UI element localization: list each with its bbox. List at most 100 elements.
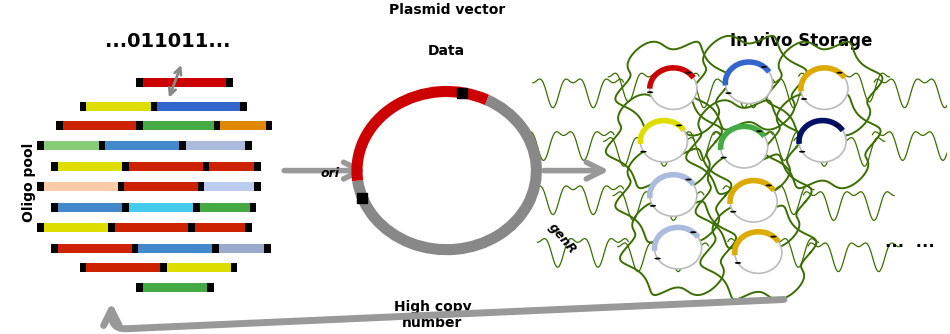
Bar [192,223,248,232]
Bar [137,283,143,292]
Ellipse shape [799,121,846,162]
Bar [255,162,261,171]
Bar [41,141,102,150]
Bar [135,244,216,253]
Text: Data: Data [428,44,466,58]
Ellipse shape [650,68,697,110]
Bar [264,244,271,253]
Bar [137,78,143,87]
Circle shape [725,92,732,94]
Bar [193,203,200,211]
Circle shape [685,179,692,181]
Bar [151,102,157,111]
Bar [250,203,256,211]
Ellipse shape [650,175,697,216]
Bar [214,121,220,130]
Bar [212,244,218,253]
Bar [111,223,192,232]
Bar [245,141,252,150]
Text: Plasmid vector: Plasmid vector [389,3,504,17]
Circle shape [761,66,768,68]
Bar [102,141,182,150]
Circle shape [766,184,772,186]
Bar [55,244,135,253]
Circle shape [770,236,777,237]
Bar [140,121,218,130]
Bar [163,264,234,272]
Bar [56,121,63,130]
Bar [51,244,58,253]
Ellipse shape [730,181,777,222]
Bar [201,182,257,191]
Bar [118,182,124,191]
Ellipse shape [801,68,848,110]
Text: High copy
number: High copy number [393,300,471,330]
Bar [188,223,195,232]
Bar [41,182,121,191]
Circle shape [640,151,647,153]
Bar [80,102,86,111]
Bar [154,102,243,111]
Bar [202,162,209,171]
Bar [245,223,252,232]
Bar [123,203,129,211]
Circle shape [836,72,843,74]
Bar [108,223,115,232]
Text: ...  ...: ... ... [884,233,934,251]
Bar [132,244,139,253]
Bar [125,162,206,171]
Bar [51,162,58,171]
Bar [226,78,233,87]
Bar [240,102,247,111]
Circle shape [799,151,806,153]
Circle shape [690,231,696,233]
Bar [83,264,163,272]
Bar [179,141,185,150]
Circle shape [801,98,808,100]
Circle shape [685,72,692,74]
Bar [218,121,269,130]
Circle shape [756,130,763,132]
Bar [41,223,111,232]
Text: genR: genR [546,220,579,257]
Ellipse shape [655,227,702,269]
Text: ...011011...: ...011011... [105,31,231,50]
Bar [160,264,166,272]
Text: ori: ori [321,167,340,180]
Bar [60,121,140,130]
Bar [123,162,129,171]
Bar [37,141,44,150]
Circle shape [834,124,841,126]
Circle shape [675,124,682,126]
Circle shape [655,258,661,260]
Bar [206,162,257,171]
Ellipse shape [725,62,772,104]
Bar [99,141,105,150]
Bar [80,264,86,272]
Bar [197,203,253,211]
Bar [140,78,230,87]
Bar [231,264,238,272]
Bar [37,223,44,232]
Text: Oligo pool: Oligo pool [22,143,36,222]
Ellipse shape [721,126,768,168]
Bar [121,182,201,191]
Bar [255,182,261,191]
Bar [207,283,214,292]
Bar [125,203,197,211]
Bar [140,283,211,292]
Circle shape [647,91,654,93]
Text: In vivo Storage: In vivo Storage [730,31,872,49]
Bar [55,203,125,211]
Bar [51,203,58,211]
Circle shape [734,262,741,264]
Circle shape [730,211,736,213]
Ellipse shape [640,121,688,162]
Bar [37,182,44,191]
Bar [137,121,143,130]
Circle shape [721,157,727,159]
Bar [182,141,248,150]
Bar [266,121,273,130]
Circle shape [650,205,656,207]
Ellipse shape [734,232,782,273]
